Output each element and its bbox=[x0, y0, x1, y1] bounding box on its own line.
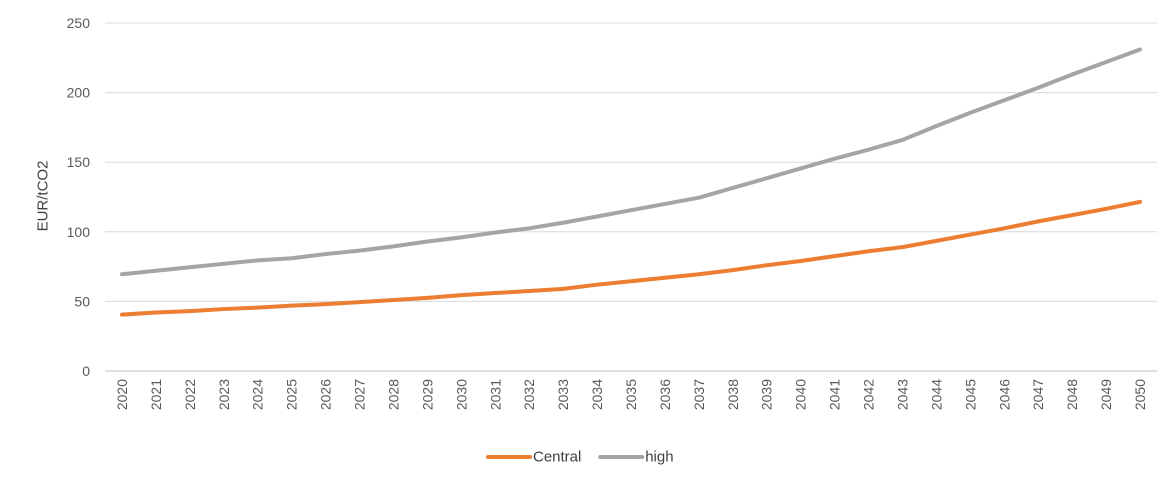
x-tick-label: 2046 bbox=[996, 379, 1012, 410]
x-tick-label: 2021 bbox=[148, 379, 164, 410]
x-tick-label: 2039 bbox=[759, 379, 775, 410]
x-tick-label: 2029 bbox=[419, 379, 435, 410]
y-tick-label: 250 bbox=[67, 15, 91, 31]
y-tick-label: 0 bbox=[82, 363, 90, 379]
series-lines bbox=[119, 47, 1143, 317]
x-tick-label: 2047 bbox=[1030, 379, 1046, 410]
x-tick-label: 2033 bbox=[555, 379, 571, 410]
x-tick-label: 2048 bbox=[1064, 379, 1080, 410]
x-tick-label: 2024 bbox=[250, 379, 266, 410]
x-tick-label: 2034 bbox=[589, 379, 605, 410]
x-tick-label: 2026 bbox=[318, 379, 334, 410]
x-tick-label: 2027 bbox=[352, 379, 368, 410]
y-axis-title: EUR/tCO2 bbox=[35, 161, 52, 232]
series-line-central bbox=[119, 199, 1143, 317]
series-line-high bbox=[119, 47, 1143, 277]
y-tick-label: 150 bbox=[67, 154, 91, 170]
x-tick-label: 2023 bbox=[216, 379, 232, 410]
x-tick-label: 2037 bbox=[691, 379, 707, 410]
y-tick-label: 50 bbox=[74, 293, 90, 309]
x-tick-label: 2045 bbox=[962, 379, 978, 410]
legend-label-central: Central bbox=[533, 449, 581, 466]
gridlines bbox=[105, 22, 1157, 372]
x-tick-label: 2050 bbox=[1132, 379, 1148, 410]
x-tick-label: 2038 bbox=[725, 379, 741, 410]
x-tick-label: 2022 bbox=[182, 379, 198, 410]
x-tick-label: 2020 bbox=[114, 379, 130, 410]
x-tick-label: 2040 bbox=[793, 379, 809, 410]
x-tick-label: 2032 bbox=[521, 379, 537, 410]
x-tick-label: 2044 bbox=[928, 379, 944, 410]
x-tick-label: 2030 bbox=[453, 379, 469, 410]
x-tick-label: 2043 bbox=[894, 379, 910, 410]
x-tick-label: 2035 bbox=[623, 379, 639, 410]
x-tick-label: 2031 bbox=[487, 379, 503, 410]
legend: Central high bbox=[486, 449, 674, 466]
y-tick-label: 100 bbox=[67, 224, 91, 240]
legend-label-high: high bbox=[645, 449, 673, 466]
y-axis-tick-labels: 0 50 100 150 200 250 bbox=[67, 15, 91, 379]
x-axis-tick-labels: 2020 2021 2022 2023 2024 2025 2026 2027 2028 2029… bbox=[114, 379, 1148, 410]
y-tick-label: 200 bbox=[67, 85, 91, 101]
x-tick-label: 2025 bbox=[284, 379, 300, 410]
x-tick-label: 2041 bbox=[827, 379, 843, 410]
x-tick-label: 2049 bbox=[1098, 379, 1114, 410]
x-tick-label: 2042 bbox=[861, 379, 877, 410]
x-tick-label: 2028 bbox=[385, 379, 401, 410]
x-tick-label: 2036 bbox=[657, 379, 673, 410]
